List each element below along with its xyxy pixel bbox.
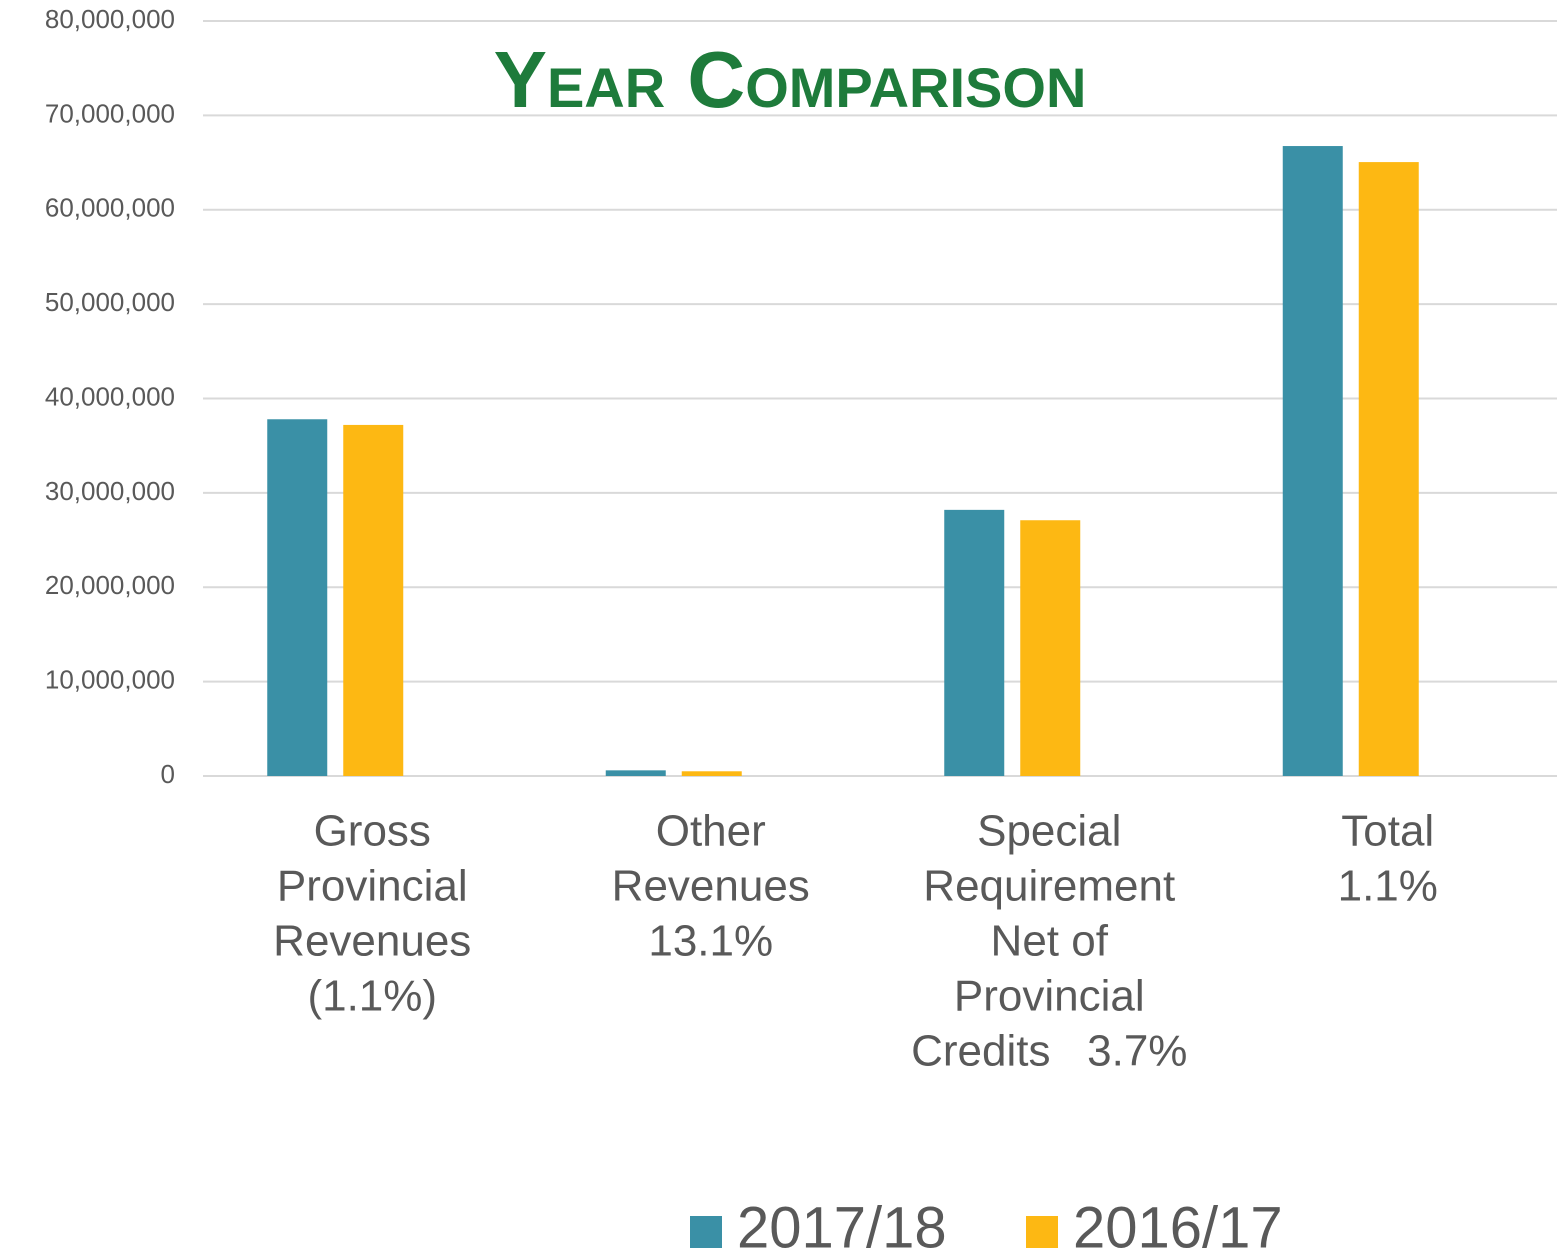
x-tick-label: Gross (314, 807, 431, 856)
x-tick-label: (1.1%) (307, 972, 437, 1021)
y-tick-label: 50,000,000 (45, 287, 175, 317)
x-tick-label: Provincial (277, 862, 468, 911)
x-tick-label: Credits 3.7% (911, 1027, 1187, 1076)
y-tick-label: 40,000,000 (45, 381, 175, 411)
bar (267, 419, 328, 776)
y-tick-label: 10,000,000 (45, 665, 175, 695)
bar (1020, 520, 1081, 776)
x-tick-label: 13.1% (648, 917, 773, 966)
bar (343, 424, 404, 776)
chart-title: Year Comparison (494, 35, 1087, 124)
x-tick-label: Net of (991, 917, 1109, 966)
x-tick-label: Revenues (612, 862, 810, 911)
legend-label: 2016/17 (1073, 1195, 1283, 1257)
x-tick-label: Total (1341, 807, 1434, 856)
legend-swatch (1026, 1216, 1058, 1248)
x-tick-label: Requirement (923, 862, 1175, 911)
bar (1358, 162, 1419, 776)
x-tick-label: Revenues (273, 917, 471, 966)
x-tick-label: Special (977, 807, 1121, 856)
y-tick-label: 0 (161, 759, 175, 789)
y-tick-label: 60,000,000 (45, 193, 175, 223)
x-tick-label: Provincial (954, 972, 1145, 1021)
bar (605, 770, 666, 776)
y-tick-label: 80,000,000 (45, 4, 175, 34)
y-tick-label: 20,000,000 (45, 570, 175, 600)
legend-swatch (690, 1216, 722, 1248)
x-tick-label: Other (656, 807, 766, 856)
bar (681, 771, 742, 776)
x-tick-label: 1.1% (1338, 862, 1438, 911)
bar (944, 509, 1005, 776)
y-tick-label: 70,000,000 (45, 98, 175, 128)
y-tick-label: 30,000,000 (45, 476, 175, 506)
bar (1282, 146, 1343, 776)
legend-label: 2017/18 (737, 1195, 947, 1257)
